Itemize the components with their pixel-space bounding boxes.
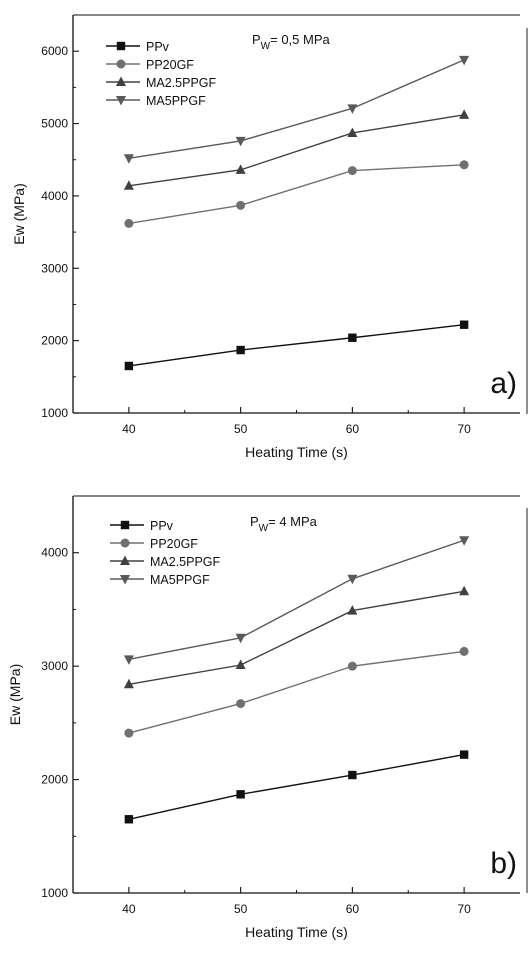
data-point: [124, 815, 134, 824]
y-tick-label: 4000: [41, 546, 68, 560]
legend-marker: [116, 96, 126, 106]
x-tick-label: 40: [122, 902, 136, 916]
series-line-ppv: [128, 324, 465, 367]
data-point: [459, 750, 469, 759]
data-point: [235, 633, 246, 644]
y-tick-label: 3000: [41, 261, 68, 275]
legend-label: PPv: [150, 519, 174, 533]
data-point: [123, 180, 134, 190]
data-point: [236, 345, 245, 355]
legend-label: MA2.5PPGF: [146, 76, 217, 90]
data-point: [348, 333, 357, 342]
legend-label: MA2.5PPGF: [150, 555, 221, 569]
data-point: [124, 361, 134, 371]
data-point: [459, 160, 469, 170]
data-point: [459, 55, 470, 66]
data-point: [347, 166, 357, 176]
data-point: [124, 218, 134, 228]
data-point: [235, 164, 246, 174]
data-point: [459, 585, 470, 596]
legend-label: MA5PPGF: [146, 94, 206, 108]
data-point: [347, 574, 358, 585]
data-point: [235, 659, 246, 670]
legend-marker: [120, 575, 130, 585]
series-line-ma5ppgf: [128, 59, 465, 159]
panel-label: a): [490, 367, 517, 400]
series-line-ma2-5ppgf: [128, 590, 465, 685]
series-line-ppv: [128, 753, 465, 820]
x-tick-label: 50: [234, 422, 248, 436]
legend-label: MA5PPGF: [150, 573, 210, 587]
data-point: [124, 728, 134, 738]
pressure-annotation: PW= 4 MPa: [250, 514, 318, 534]
legend-marker: [116, 41, 126, 51]
panel-b: 1000 2000 3000 4000 40 50 60 70 Heating Time (s)…: [7, 495, 520, 940]
data-point: [459, 536, 470, 546]
data-point: [347, 127, 358, 137]
data-point: [235, 136, 246, 147]
data-point: [123, 655, 134, 665]
pressure-annotation: PW= 0,5 MPa: [252, 32, 331, 52]
data-point: [347, 661, 357, 671]
x-axis-label: Heating Time (s): [245, 444, 348, 460]
series-line-pp20gf: [128, 164, 465, 225]
legend-marker: [120, 555, 130, 565]
panel-label: b): [490, 847, 517, 880]
data-point: [236, 200, 246, 210]
data-point: [459, 320, 469, 329]
y-axis-label: Ew (MPa): [7, 664, 23, 725]
panel-a: 1000 2000 3000 4000 5000 6000 40 50 60 70 Heating …: [11, 14, 520, 460]
y-tick-label: 1000: [41, 886, 68, 900]
x-tick-label: 60: [346, 902, 360, 916]
x-axis-label: Heating Time (s): [245, 924, 348, 940]
y-tick-label: 6000: [41, 44, 68, 58]
legend-marker: [120, 520, 130, 530]
x-tick-label: 70: [457, 902, 471, 916]
legend-marker: [116, 76, 126, 86]
y-tick-label: 2000: [41, 773, 68, 787]
data-point: [347, 104, 358, 114]
x-tick-label: 50: [234, 902, 248, 916]
y-tick-label: 5000: [41, 117, 68, 131]
data-point: [459, 109, 470, 119]
y-tick-label: 1000: [41, 406, 68, 420]
data-point: [348, 770, 357, 780]
y-tick-label: 3000: [41, 659, 68, 673]
legend-marker: [116, 59, 126, 69]
legend-marker: [120, 538, 130, 548]
x-tick-label: 40: [122, 422, 136, 436]
data-point: [236, 699, 246, 709]
data-point: [459, 646, 469, 656]
legend-label: PP20GF: [146, 58, 194, 72]
series-line-ma2-5ppgf: [128, 114, 465, 187]
data-point: [347, 605, 358, 615]
legend-label: PPv: [146, 40, 170, 54]
legend-label: PP20GF: [150, 537, 198, 551]
y-tick-label: 2000: [41, 334, 68, 348]
series-line-ma5ppgf: [128, 539, 465, 661]
data-point: [123, 678, 134, 689]
series-line-pp20gf: [128, 650, 465, 734]
data-point: [123, 154, 134, 164]
data-point: [236, 790, 245, 799]
x-tick-label: 60: [346, 422, 360, 436]
y-tick-label: 4000: [41, 189, 68, 203]
y-axis-label: Ew (MPa): [11, 183, 27, 244]
x-tick-label: 70: [457, 422, 471, 436]
